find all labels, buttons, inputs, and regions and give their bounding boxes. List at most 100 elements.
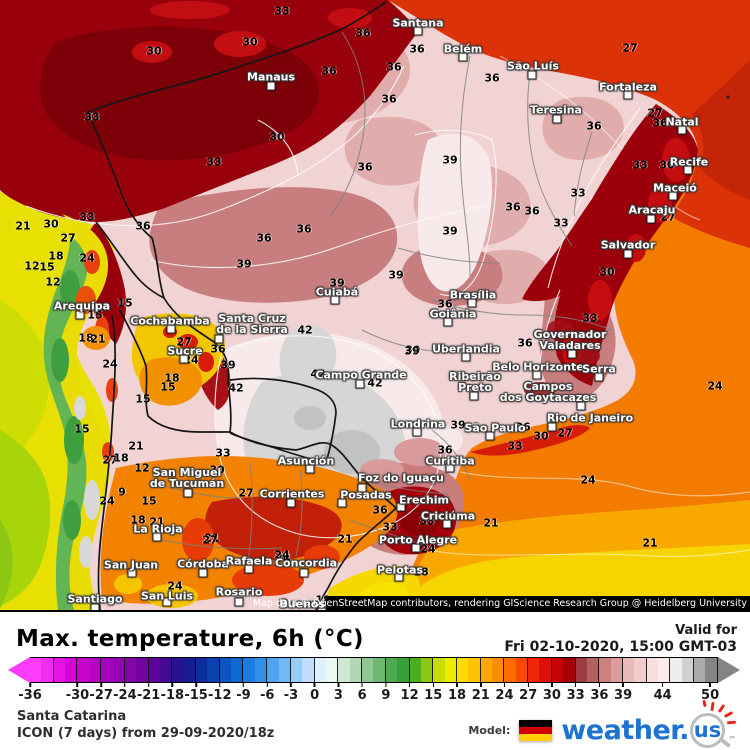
city-marker [337,498,347,508]
scale-segment [172,658,184,682]
city-label: Londrina [390,417,446,431]
contour-label: 27 [176,335,192,349]
city-marker [179,354,189,364]
scale-tick: 24 [495,683,514,703]
city-marker [198,568,208,578]
contour-label: 36 [517,336,533,350]
contour-label: 24 [275,551,291,565]
scale-segment [681,658,695,682]
contour-label: 30 [242,35,258,49]
contour-label: 24 [167,579,183,593]
contour-label: 9 [118,485,126,499]
scale-segment [338,658,350,682]
city-marker [411,543,421,553]
weather-us-brand[interactable]: Model: weather. us ™ [468,699,737,750]
scale-segment [290,658,303,682]
legend-title: Max. temperature, 6h (°C) [16,626,364,652]
city-marker [646,214,656,224]
contour-label: 36 [321,64,337,78]
contour-label: 36 [437,297,453,311]
scale-tick: 9 [381,683,390,703]
ray-icon [726,720,737,724]
city-label: San Miguel de Tucumán [149,466,225,490]
weather-us-logo: weather. us ™ [561,699,737,748]
city-label: Pelotas [376,563,424,577]
contour-label: 36 [381,92,397,106]
contour-label: 12 [45,275,61,289]
scale-segment [444,658,457,682]
map-graphic [0,0,750,610]
contour-label: 33 [507,439,523,453]
city-marker [552,114,562,124]
contour-label: 36 [372,503,388,517]
contour-label: 42 [297,323,313,337]
contour-label: 15 [135,392,151,406]
scale-arrow-right [718,657,740,683]
city-marker [214,334,224,344]
scale-tick: 15 [424,683,442,703]
trademark: ™ [728,734,736,744]
city-marker [461,352,471,362]
scale-segment [670,658,682,682]
city-marker [286,498,296,508]
contour-label: 39 [442,153,458,167]
contour-label: 21 [483,516,499,530]
contour-label: 15 [117,296,133,310]
scale-segment [563,658,576,682]
city-label: Goiânia [429,307,477,321]
valid-for-block: Valid for Fri 02-10-2020, 15:00 GMT-03 [504,623,737,655]
logo-text: weather. [561,714,689,746]
contour-label: 27 [622,41,638,55]
city-label: Porto Alegre [378,533,458,547]
city-marker [162,597,172,607]
contour-label: 24 [580,473,596,487]
scale-tick: 12 [401,683,419,703]
contour-label: 30 [659,158,675,172]
city-label: Belo Horizonte [492,360,584,374]
model-run-label: ICON (7 days) from 29-09-2020/18z [17,726,275,741]
contour-label: 27 [660,210,676,224]
contour-label: 36 [355,26,371,40]
contour-label: 39 [405,343,421,357]
island-dot [726,95,730,99]
scale-segment [528,658,540,682]
scale-segment [148,658,160,682]
scale-segment [362,658,374,682]
contour-label: 39 [388,268,404,282]
scale-tick: 50 [701,683,719,703]
contour-label: 33 [382,520,398,534]
city-label: Governador Valadares [533,328,607,352]
city-label: Teresina [530,103,582,117]
city-marker [357,483,367,493]
city-label: São Luís [507,59,559,73]
scale-segment [30,658,42,682]
contour-label: 36 [256,231,272,245]
scale-segment [325,658,339,682]
scale-tick: -12 [208,683,232,703]
scale-segment [658,658,671,682]
city-label: Cuiabá [315,285,359,299]
contour-label: 42 [228,381,244,395]
contour-label: 30 [533,429,549,443]
city-label: Maceió [653,181,697,195]
region-label: Santa Catarina [17,709,127,724]
city-label: São Paulo [464,421,526,435]
contour-label: 24 [274,548,290,562]
scale-segment [196,658,208,682]
city-label: Santana [392,16,444,30]
ray-icon [723,710,734,718]
city-marker [244,564,254,574]
city-marker [183,488,193,498]
scale-tick: -3 [284,683,298,703]
color-scale [8,657,740,683]
atlantic-ocean [388,0,750,610]
city-marker [527,70,537,80]
scale-tick: -15 [184,683,208,703]
city-marker [547,422,557,432]
scale-segment [575,658,587,682]
contour-label: 36 [409,42,425,56]
city-marker [445,463,455,473]
city-marker [668,191,678,201]
contour-label: 30 [146,44,162,58]
